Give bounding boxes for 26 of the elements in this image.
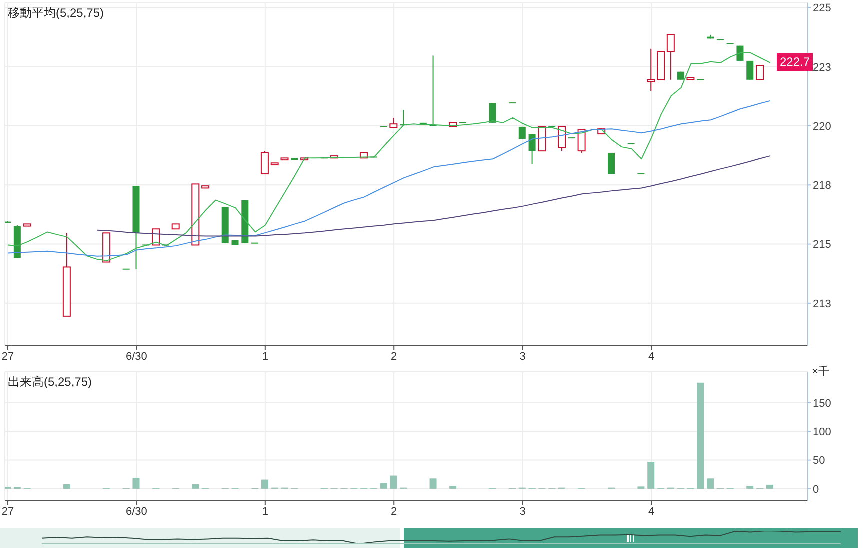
- y-tick-label: 215: [813, 239, 832, 252]
- x-tick-label: 2: [391, 350, 398, 363]
- x-tick-label: 2: [391, 506, 398, 518]
- y-tick-label: 100: [813, 426, 832, 439]
- y-tick-label: 218: [813, 180, 832, 192]
- x-tick-label: 6/30: [126, 350, 148, 363]
- y-tick-label: 150: [813, 398, 832, 410]
- x-tick-label: 6/30: [126, 506, 148, 518]
- x-tick-label: 1: [262, 350, 268, 363]
- y-tick-label: 220: [813, 120, 832, 133]
- chart-title: 移動平均(5,25,75): [8, 5, 104, 22]
- x-tick-label: 4: [648, 506, 655, 518]
- x-tick-label: 3: [520, 350, 526, 363]
- y-tick-label: 50: [813, 455, 826, 468]
- y-tick-label: 223: [813, 62, 832, 74]
- y-tick-label: 225: [813, 2, 832, 15]
- x-tick-label: 3: [520, 506, 526, 518]
- x-tick-label: 27: [2, 350, 14, 363]
- x-tick-label: 1: [262, 506, 268, 518]
- x-tick-label: 27: [2, 506, 14, 518]
- chart-title: 出来高(5,25,75): [8, 374, 92, 391]
- annotation: 222.7: [777, 53, 814, 72]
- y-axis-title: ×千: [812, 365, 830, 379]
- y-tick-label: 0: [813, 484, 820, 496]
- x-tick-label: 4: [648, 350, 655, 363]
- y-tick-label: 213: [813, 298, 832, 310]
